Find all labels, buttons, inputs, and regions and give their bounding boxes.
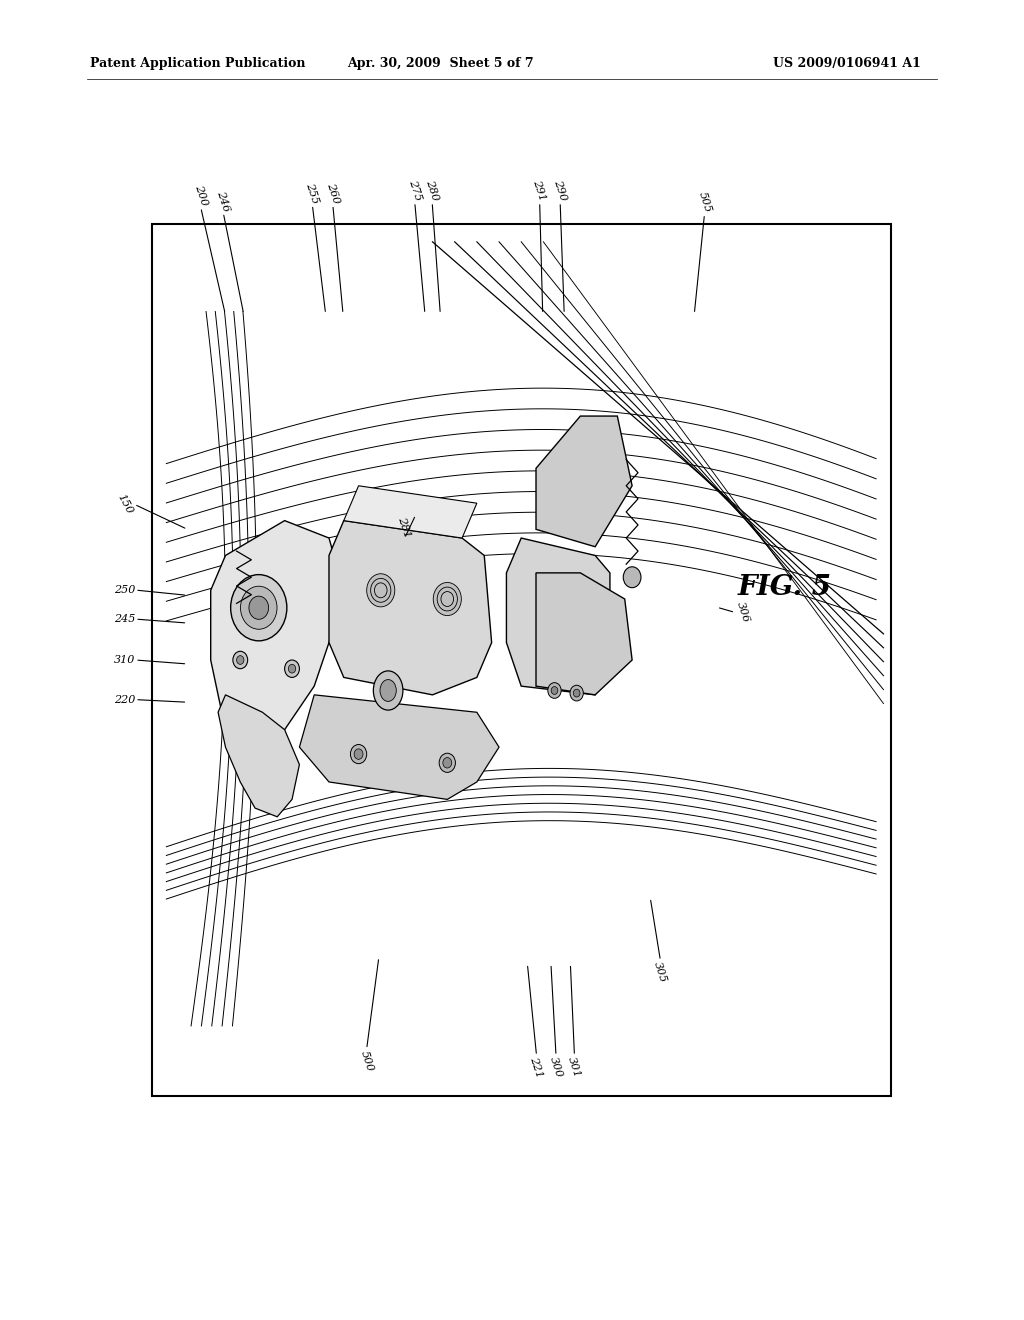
Text: 290: 290 (552, 178, 568, 202)
Text: 281: 281 (396, 515, 413, 539)
Text: Apr. 30, 2009  Sheet 5 of 7: Apr. 30, 2009 Sheet 5 of 7 (347, 57, 534, 70)
Text: 221: 221 (528, 1056, 545, 1080)
Ellipse shape (230, 574, 287, 640)
Text: 300: 300 (548, 1056, 564, 1080)
Ellipse shape (548, 682, 561, 698)
Ellipse shape (374, 671, 402, 710)
Ellipse shape (350, 744, 367, 764)
Ellipse shape (285, 660, 299, 677)
Text: 260: 260 (325, 181, 341, 205)
Text: 505: 505 (696, 190, 713, 214)
Text: 245: 245 (114, 614, 135, 624)
Text: 220: 220 (114, 694, 135, 705)
Ellipse shape (367, 574, 395, 607)
Text: US 2009/0106941 A1: US 2009/0106941 A1 (773, 57, 921, 70)
Text: 150: 150 (116, 492, 134, 516)
Ellipse shape (551, 686, 558, 694)
Text: 255: 255 (304, 181, 321, 205)
Polygon shape (329, 520, 492, 694)
Ellipse shape (249, 597, 268, 619)
Ellipse shape (241, 586, 278, 630)
Text: 200: 200 (193, 183, 209, 207)
Polygon shape (211, 520, 344, 747)
Text: 500: 500 (358, 1049, 375, 1073)
Text: Patent Application Publication: Patent Application Publication (90, 57, 305, 70)
Text: 301: 301 (566, 1056, 583, 1080)
Text: 246: 246 (215, 189, 231, 213)
Text: 280: 280 (424, 178, 440, 202)
Polygon shape (507, 539, 610, 694)
Ellipse shape (380, 680, 396, 701)
Polygon shape (536, 573, 632, 694)
Text: 275: 275 (407, 178, 423, 202)
Text: FIG. 5: FIG. 5 (737, 574, 831, 601)
Text: 250: 250 (114, 585, 135, 595)
Text: 310: 310 (114, 655, 135, 665)
Ellipse shape (439, 754, 456, 772)
Ellipse shape (289, 664, 296, 673)
Ellipse shape (237, 656, 244, 664)
Ellipse shape (570, 685, 584, 701)
Text: 306: 306 (735, 601, 752, 624)
Bar (152, 224, 891, 1096)
Ellipse shape (232, 651, 248, 669)
Ellipse shape (442, 758, 452, 768)
Ellipse shape (354, 748, 362, 759)
Text: 305: 305 (652, 961, 669, 985)
Ellipse shape (573, 689, 580, 697)
Polygon shape (344, 486, 477, 539)
Polygon shape (299, 694, 499, 800)
Text: 291: 291 (531, 178, 548, 202)
Ellipse shape (624, 566, 641, 587)
Ellipse shape (433, 582, 462, 615)
Polygon shape (536, 416, 632, 546)
Polygon shape (218, 694, 299, 817)
